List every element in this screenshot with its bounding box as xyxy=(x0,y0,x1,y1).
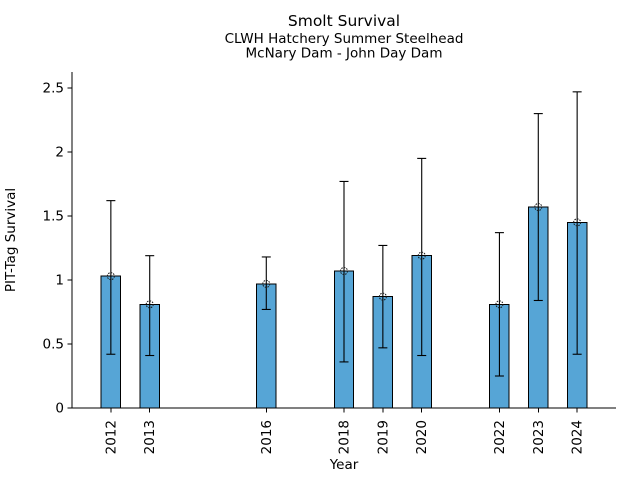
marker-2023 xyxy=(534,203,543,212)
chart-subtitle-line2: McNary Dam - John Day Dam xyxy=(246,46,443,62)
y-tick-label-2: 2 xyxy=(55,145,64,161)
plot-area: 0 0.5 1 1.5 2 2.5 2012 2013 2016 2018 2019 2020 2022… xyxy=(43,72,616,454)
marker-2024 xyxy=(573,218,582,227)
x-tick-label-2016: 2016 xyxy=(259,420,275,454)
x-tick-label-2013: 2013 xyxy=(142,420,158,454)
x-tick-label-2024: 2024 xyxy=(570,420,586,454)
chart-subtitle-line1: CLWH Hatchery Summer Steelhead xyxy=(225,31,464,47)
y-tick-label-1: 1 xyxy=(55,273,64,289)
x-tick-label-2012: 2012 xyxy=(103,420,119,454)
marker-2013 xyxy=(145,300,154,309)
marker-2019 xyxy=(378,292,387,301)
marker-2022 xyxy=(495,300,504,309)
chart-title: Smolt Survival xyxy=(288,12,400,30)
y-tick-label-0: 0 xyxy=(55,401,64,417)
marker-2016 xyxy=(262,279,271,288)
x-tick-label-2022: 2022 xyxy=(492,420,508,454)
x-tick-label-2019: 2019 xyxy=(375,420,391,454)
y-tick-label-1.5: 1.5 xyxy=(43,209,64,225)
x-tick-label-2023: 2023 xyxy=(531,420,547,454)
marker-2020 xyxy=(417,251,426,260)
marker-2012 xyxy=(106,272,115,281)
y-tick-label-2.5: 2.5 xyxy=(43,81,64,97)
x-tick-label-2018: 2018 xyxy=(337,420,353,454)
marker-2018 xyxy=(340,267,348,276)
y-axis-label: PIT-Tag Survival xyxy=(3,188,19,292)
y-tick-label-0.5: 0.5 xyxy=(43,337,64,353)
x-tick-label-2020: 2020 xyxy=(414,420,430,454)
x-axis-label: Year xyxy=(329,457,359,473)
